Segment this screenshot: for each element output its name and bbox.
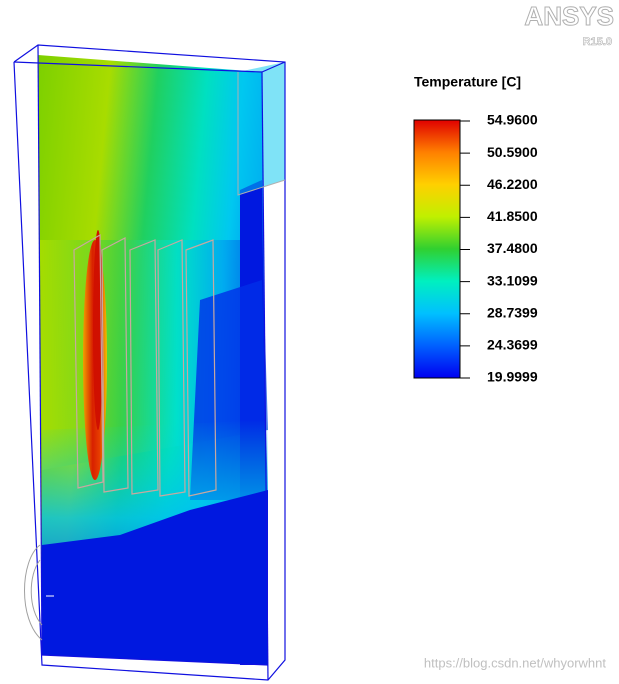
legend-label: 33.1099 (487, 272, 538, 288)
legend-label: 41.8500 (487, 208, 538, 224)
legend-label: 24.3699 (487, 337, 538, 353)
brand-name: ANSYS (524, 1, 614, 31)
legend-label: 50.5900 (487, 144, 538, 160)
watermark: https://blog.csdn.net/whyorwhnt (424, 655, 606, 670)
legend-ticks: 54.9600 50.5900 46.2200 41.8500 37.4800 33.10… (460, 112, 538, 385)
legend-label: 37.4800 (487, 240, 538, 256)
contour-plot (38, 55, 285, 665)
legend-label: 19.9999 (487, 369, 538, 385)
brand-version: R15.0 (583, 36, 612, 48)
legend-label: 28.7399 (487, 304, 538, 320)
legend-label: 46.2200 (487, 176, 538, 192)
fins (73, 233, 217, 497)
legend-title: Temperature [C] (414, 74, 521, 90)
domain-outline (13, 44, 286, 681)
color-bar (413, 119, 461, 379)
inlet-outline (24, 72, 286, 641)
legend-label: 54.9600 (487, 112, 538, 128)
